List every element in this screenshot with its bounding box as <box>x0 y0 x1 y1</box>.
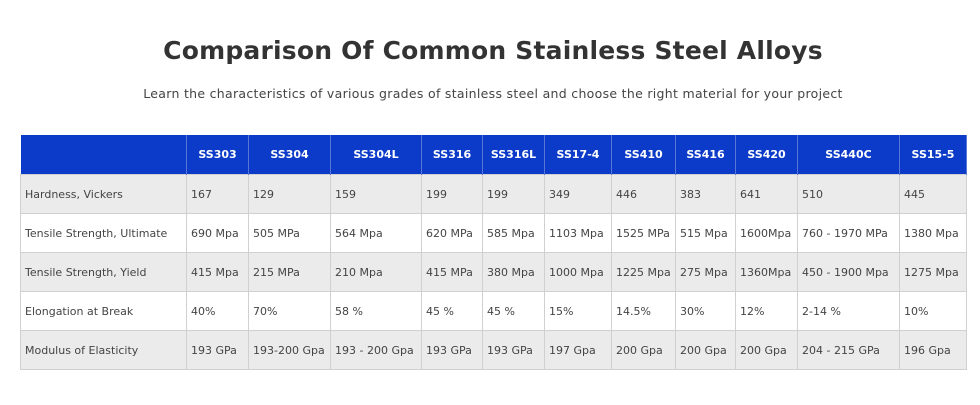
table-cell: 1380 Mpa <box>899 213 967 253</box>
table-cell: 215 MPa <box>248 252 331 292</box>
column-header: SS420 <box>735 135 798 175</box>
table-cell: 10% <box>899 291 967 331</box>
table-cell: 446 <box>611 174 676 214</box>
table-cell: 2-14 % <box>797 291 900 331</box>
table-row: Modulus of Elasticity 193 GPa 193-200 Gpa 1… <box>20 330 967 370</box>
table-cell: 1600Mpa <box>735 213 798 253</box>
table-cell: 620 MPa <box>421 213 483 253</box>
column-header: SS316 <box>421 135 483 175</box>
table-cell: 159 <box>330 174 422 214</box>
table-cell: 1000 Mpa <box>544 252 612 292</box>
table-cell: 196 Gpa <box>899 330 967 370</box>
table-cell: 585 Mpa <box>482 213 545 253</box>
table-cell: 564 Mpa <box>330 213 422 253</box>
table-cell: 12% <box>735 291 798 331</box>
column-header: SS410 <box>611 135 676 175</box>
table-cell: 15% <box>544 291 612 331</box>
table-cell: 45 % <box>421 291 483 331</box>
table-cell: 1225 Mpa <box>611 252 676 292</box>
header-corner <box>20 135 187 175</box>
table-cell: 40% <box>186 291 249 331</box>
table-cell: 193 GPa <box>482 330 545 370</box>
table-cell: 349 <box>544 174 612 214</box>
row-label: Tensile Strength, Yield <box>20 252 187 292</box>
table-cell: 510 <box>797 174 900 214</box>
table-cell: 167 <box>186 174 249 214</box>
table-cell: 199 <box>421 174 483 214</box>
table-row: Tensile Strength, Yield 415 Mpa 215 MPa 210… <box>20 252 967 292</box>
table-cell: 415 Mpa <box>186 252 249 292</box>
column-header: SS304L <box>330 135 422 175</box>
table-cell: 690 Mpa <box>186 213 249 253</box>
table-cell: 199 <box>482 174 545 214</box>
table-cell: 45 % <box>482 291 545 331</box>
table-cell: 14.5% <box>611 291 676 331</box>
column-header: SS303 <box>186 135 249 175</box>
row-label: Elongation at Break <box>20 291 187 331</box>
table-cell: 505 MPa <box>248 213 331 253</box>
page-title: Comparison Of Common Stainless Steel All… <box>163 36 823 65</box>
table-cell: 193 - 200 Gpa <box>330 330 422 370</box>
row-label: Tensile Strength, Ultimate <box>20 213 187 253</box>
table-cell: 1275 Mpa <box>899 252 967 292</box>
page-subtitle: Learn the characteristics of various gra… <box>143 86 843 101</box>
table-cell: 760 - 1970 MPa <box>797 213 900 253</box>
table-cell: 193-200 Gpa <box>248 330 331 370</box>
table-row: Tensile Strength, Ultimate 690 Mpa 505 MPa… <box>20 213 967 253</box>
table-cell: 415 MPa <box>421 252 483 292</box>
table-cell: 200 Gpa <box>675 330 736 370</box>
table-cell: 129 <box>248 174 331 214</box>
table-cell: 197 Gpa <box>544 330 612 370</box>
table-cell: 380 Mpa <box>482 252 545 292</box>
column-header: SS316L <box>482 135 545 175</box>
table-row: Hardness, Vickers 167 129 159 199 199 349 446 38… <box>20 174 967 214</box>
table-cell: 30% <box>675 291 736 331</box>
table-cell: 641 <box>735 174 798 214</box>
table-cell: 515 Mpa <box>675 213 736 253</box>
table-cell: 210 Mpa <box>330 252 422 292</box>
table-cell: 200 Gpa <box>611 330 676 370</box>
column-header: SS304 <box>248 135 331 175</box>
row-label: Hardness, Vickers <box>20 174 187 214</box>
row-label: Modulus of Elasticity <box>20 330 187 370</box>
table-header-row: SS303 SS304 SS304L SS316 SS316L SS17-4 SS410 SS… <box>20 135 967 175</box>
table-cell: 1103 Mpa <box>544 213 612 253</box>
column-header: SS17-4 <box>544 135 612 175</box>
column-header: SS15-5 <box>899 135 967 175</box>
table-cell: 450 - 1900 Mpa <box>797 252 900 292</box>
table-cell: 58 % <box>330 291 422 331</box>
column-header: SS440C <box>797 135 900 175</box>
table-cell: 445 <box>899 174 967 214</box>
alloy-comparison-table: SS303 SS304 SS304L SS316 SS316L SS17-4 SS410 SS… <box>20 135 967 370</box>
table-cell: 193 GPa <box>421 330 483 370</box>
table-cell: 193 GPa <box>186 330 249 370</box>
column-header: SS416 <box>675 135 736 175</box>
table-cell: 1360Mpa <box>735 252 798 292</box>
table-cell: 1525 MPa <box>611 213 676 253</box>
table-cell: 70% <box>248 291 331 331</box>
table-cell: 204 - 215 GPa <box>797 330 900 370</box>
table-cell: 200 Gpa <box>735 330 798 370</box>
table-cell: 383 <box>675 174 736 214</box>
table-cell: 275 Mpa <box>675 252 736 292</box>
table-row: Elongation at Break 40% 70% 58 % 45 % 45 % 15%… <box>20 291 967 331</box>
